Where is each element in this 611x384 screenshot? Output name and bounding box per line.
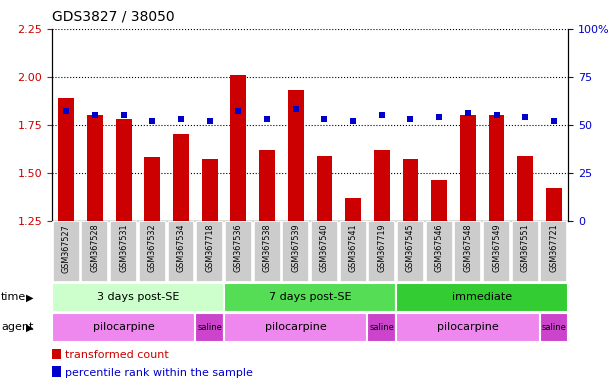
Bar <box>81 221 108 282</box>
Point <box>233 108 243 114</box>
Text: saline: saline <box>541 323 566 332</box>
Bar <box>403 159 419 221</box>
Bar <box>483 221 510 282</box>
Bar <box>546 188 562 221</box>
Text: GSM367548: GSM367548 <box>463 224 472 272</box>
Bar <box>540 221 568 282</box>
Bar <box>196 221 223 282</box>
Point <box>549 118 559 124</box>
Text: ▶: ▶ <box>26 322 34 333</box>
Text: immediate: immediate <box>452 292 512 303</box>
Text: agent: agent <box>1 322 34 333</box>
Point <box>492 112 502 118</box>
Bar <box>259 150 275 221</box>
Text: time: time <box>1 292 26 303</box>
Text: GSM367539: GSM367539 <box>291 224 300 273</box>
Text: 7 days post-SE: 7 days post-SE <box>269 292 351 303</box>
Bar <box>397 221 424 282</box>
Bar <box>52 349 61 359</box>
Bar <box>224 283 396 312</box>
Text: GSM367721: GSM367721 <box>549 224 558 273</box>
Text: GSM367531: GSM367531 <box>119 224 128 272</box>
Bar <box>345 198 361 221</box>
Point <box>348 118 358 124</box>
Bar <box>230 75 246 221</box>
Point <box>61 108 71 114</box>
Point <box>262 116 272 122</box>
Bar <box>87 115 103 221</box>
Bar <box>426 221 453 282</box>
Bar <box>144 157 160 221</box>
Bar <box>518 156 533 221</box>
Bar <box>139 221 166 282</box>
Bar <box>53 221 80 282</box>
Text: pilocarpine: pilocarpine <box>93 322 155 333</box>
Text: pilocarpine: pilocarpine <box>265 322 327 333</box>
Bar <box>202 159 218 221</box>
Text: GSM367534: GSM367534 <box>177 224 186 272</box>
Text: GSM367718: GSM367718 <box>205 224 214 272</box>
Point <box>320 116 329 122</box>
Bar <box>489 115 505 221</box>
Bar <box>282 221 309 282</box>
Bar <box>374 150 390 221</box>
Text: GSM367528: GSM367528 <box>90 224 100 273</box>
Text: GSM367540: GSM367540 <box>320 224 329 272</box>
Point <box>521 114 530 120</box>
Bar <box>288 90 304 221</box>
Text: GSM367541: GSM367541 <box>349 224 357 272</box>
Text: GSM367549: GSM367549 <box>492 224 501 273</box>
Text: GSM367545: GSM367545 <box>406 224 415 273</box>
Bar <box>115 119 131 221</box>
Text: 3 days post-SE: 3 days post-SE <box>97 292 179 303</box>
Bar <box>396 313 540 342</box>
Bar <box>512 221 539 282</box>
Bar <box>254 221 280 282</box>
Point <box>377 112 387 118</box>
Text: GSM367527: GSM367527 <box>62 224 71 273</box>
Point <box>291 106 301 113</box>
Bar <box>396 283 568 312</box>
Bar <box>455 221 481 282</box>
Point <box>434 114 444 120</box>
Point <box>176 116 186 122</box>
Bar <box>431 180 447 221</box>
Bar <box>59 98 74 221</box>
Text: ▶: ▶ <box>26 292 34 303</box>
Text: GSM367536: GSM367536 <box>234 224 243 272</box>
Bar <box>173 134 189 221</box>
Bar <box>316 156 332 221</box>
Point <box>406 116 415 122</box>
Text: GSM367551: GSM367551 <box>521 224 530 273</box>
Text: GSM367719: GSM367719 <box>377 224 386 273</box>
Bar <box>167 221 194 282</box>
Bar <box>110 221 137 282</box>
Bar <box>52 313 196 342</box>
Bar <box>311 221 338 282</box>
Bar <box>340 221 367 282</box>
Bar <box>52 283 224 312</box>
Text: GSM367546: GSM367546 <box>434 224 444 272</box>
Text: saline: saline <box>197 323 222 332</box>
Point <box>205 118 214 124</box>
Bar <box>224 313 367 342</box>
Text: GDS3827 / 38050: GDS3827 / 38050 <box>52 10 175 23</box>
Text: transformed count: transformed count <box>65 350 169 360</box>
Text: GSM367532: GSM367532 <box>148 224 157 273</box>
Bar <box>52 366 61 377</box>
Bar <box>540 313 568 342</box>
Text: pilocarpine: pilocarpine <box>437 322 499 333</box>
Text: saline: saline <box>370 323 394 332</box>
Text: GSM367538: GSM367538 <box>263 224 271 272</box>
Bar <box>196 313 224 342</box>
Bar <box>368 221 395 282</box>
Bar <box>225 221 252 282</box>
Point <box>147 118 157 124</box>
Point <box>119 112 128 118</box>
Bar <box>460 115 476 221</box>
Text: percentile rank within the sample: percentile rank within the sample <box>65 367 253 377</box>
Bar <box>367 313 396 342</box>
Point <box>463 110 473 116</box>
Point <box>90 112 100 118</box>
